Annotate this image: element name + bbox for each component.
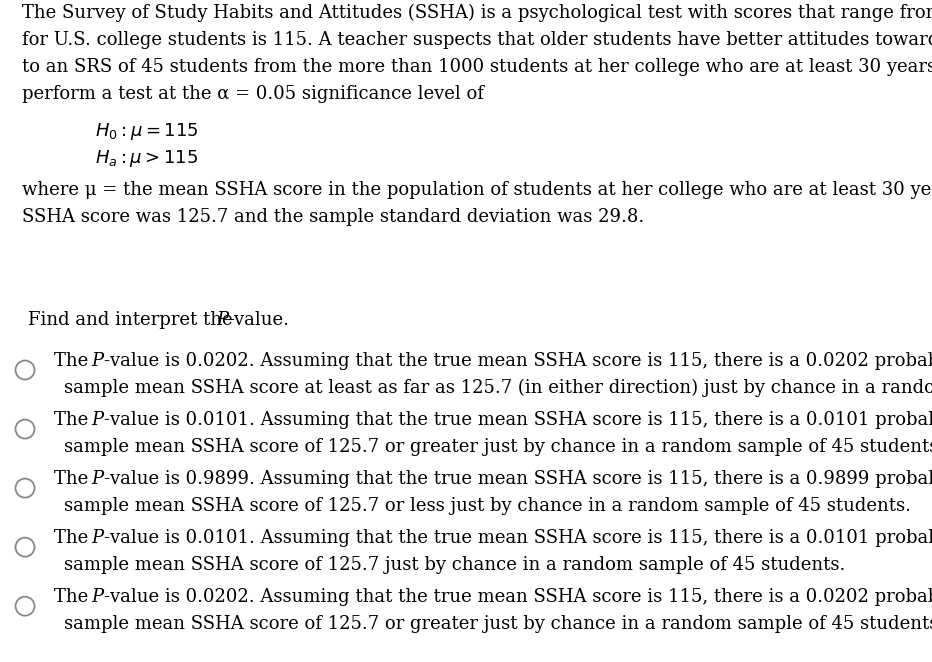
Text: The: The — [54, 411, 94, 429]
Text: P: P — [91, 529, 103, 547]
Text: -value is 0.9899. Assuming that the true mean SSHA score is 115, there is a 0.98: -value is 0.9899. Assuming that the true… — [104, 470, 932, 488]
Text: P: P — [91, 411, 103, 429]
Text: Find and interpret the: Find and interpret the — [28, 311, 239, 330]
Text: to an SRS of 45 students from the more than 1000 students at her college who are: to an SRS of 45 students from the more t… — [22, 58, 932, 76]
Text: $H_a : \mu > 115$: $H_a : \mu > 115$ — [95, 148, 199, 169]
Text: -value is 0.0101. Assuming that the true mean SSHA score is 115, there is a 0.01: -value is 0.0101. Assuming that the true… — [104, 411, 932, 429]
Text: P: P — [91, 352, 103, 370]
Text: -value is 0.0101. Assuming that the true mean SSHA score is 115, there is a 0.01: -value is 0.0101. Assuming that the true… — [104, 529, 932, 547]
Text: SSHA score was 125.7 and the sample standard deviation was 29.8.: SSHA score was 125.7 and the sample stan… — [22, 209, 644, 226]
Text: sample mean SSHA score at least as far as 125.7 (in either direction) just by ch: sample mean SSHA score at least as far a… — [64, 379, 932, 397]
Text: The: The — [54, 470, 94, 488]
Text: sample mean SSHA score of 125.7 or greater just by chance in a random sample of : sample mean SSHA score of 125.7 or great… — [64, 438, 932, 456]
Text: The: The — [54, 352, 94, 370]
Text: $H_0 : \mu = 115$: $H_0 : \mu = 115$ — [95, 120, 199, 142]
Text: where μ = the mean SSHA score in the population of students at her college who a: where μ = the mean SSHA score in the pop… — [22, 181, 932, 199]
Text: P: P — [216, 311, 228, 330]
Text: sample mean SSHA score of 125.7 just by chance in a random sample of 45 students: sample mean SSHA score of 125.7 just by … — [64, 556, 845, 574]
Text: -value is 0.0202. Assuming that the true mean SSHA score is 115, there is a 0.02: -value is 0.0202. Assuming that the true… — [104, 589, 932, 606]
Text: -value is 0.0202. Assuming that the true mean SSHA score is 115, there is a 0.02: -value is 0.0202. Assuming that the true… — [104, 352, 932, 370]
Text: perform a test at the α = 0.05 significance level of: perform a test at the α = 0.05 significa… — [22, 85, 484, 103]
Text: The Survey of Study Habits and Attitudes (SSHA) is a psychological test with sco: The Survey of Study Habits and Attitudes… — [22, 4, 932, 22]
Text: P: P — [91, 589, 103, 606]
Text: sample mean SSHA score of 125.7 or less just by chance in a random sample of 45 : sample mean SSHA score of 125.7 or less … — [64, 497, 911, 515]
Text: sample mean SSHA score of 125.7 or greater just by chance in a random sample of : sample mean SSHA score of 125.7 or great… — [64, 615, 932, 634]
Text: The: The — [54, 589, 94, 606]
Text: The: The — [54, 529, 94, 547]
Text: P: P — [91, 470, 103, 488]
Text: for U.S. college students is 115. A teacher suspects that older students have be: for U.S. college students is 115. A teac… — [22, 31, 932, 49]
Text: -value.: -value. — [228, 311, 290, 330]
